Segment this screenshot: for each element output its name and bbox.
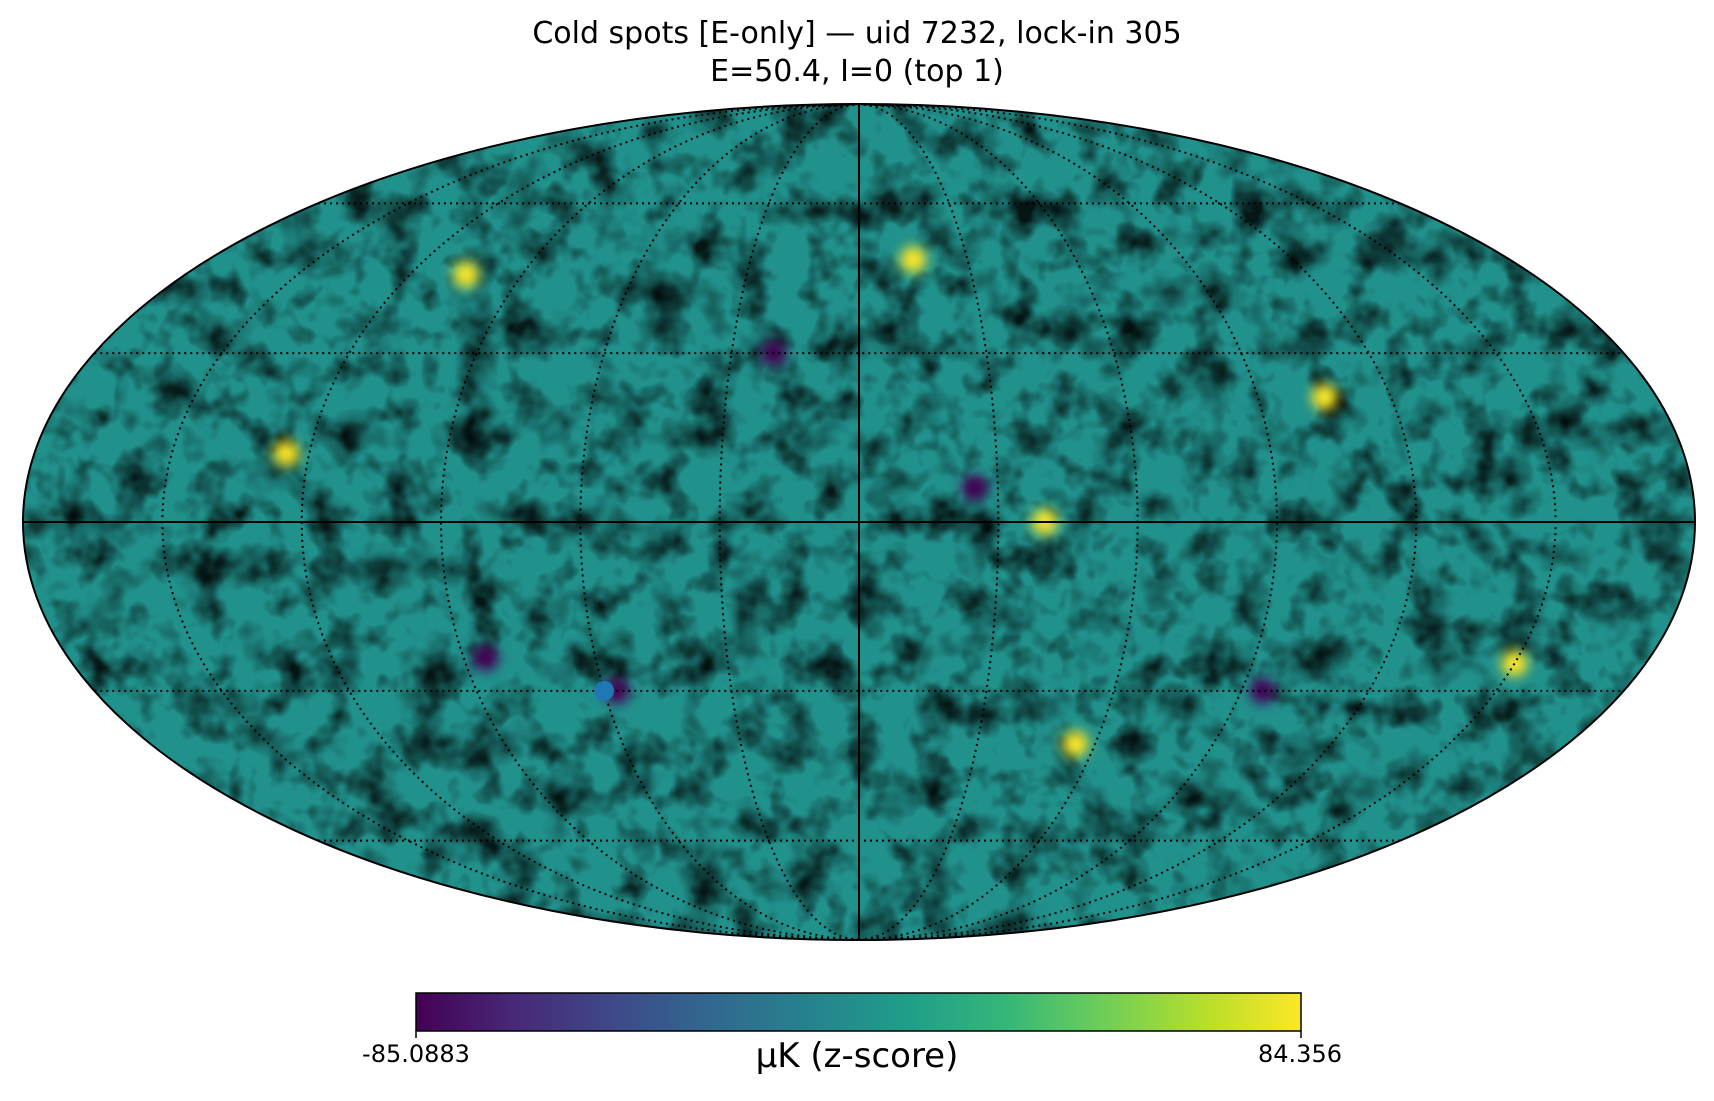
meridian-line (858, 103, 1557, 941)
colorbar (415, 992, 1302, 1032)
graticule (23, 103, 1695, 941)
hot-spot (1062, 730, 1089, 757)
meridian-line (858, 103, 1418, 941)
map-boundary (22, 103, 1696, 941)
hot-spot (273, 440, 300, 467)
meridian-line (161, 103, 860, 941)
colorbar-unit-label: μK (z-score) (755, 1036, 959, 1076)
meridian-line (579, 103, 860, 941)
map-title: Cold spots [E-only] — uid 7232, lock-in … (532, 16, 1182, 51)
cold-spot (1249, 677, 1276, 704)
map-subtitle: E=50.4, I=0 (top 1) (710, 54, 1004, 89)
cold-spot (472, 644, 499, 671)
meridian-line (858, 103, 1139, 941)
colorbar-max-label: 84.356 (1258, 1040, 1342, 1068)
marked-cold-spot (594, 680, 615, 701)
colorbar-min-label: -85.0883 (362, 1040, 470, 1068)
hot-spot (900, 246, 927, 273)
hot-spot (1311, 384, 1338, 411)
meridian-line (858, 103, 1279, 941)
meridian-line (439, 103, 860, 941)
hot-spot (452, 261, 479, 288)
meridian-line (300, 103, 860, 941)
cold-spot (961, 474, 988, 501)
